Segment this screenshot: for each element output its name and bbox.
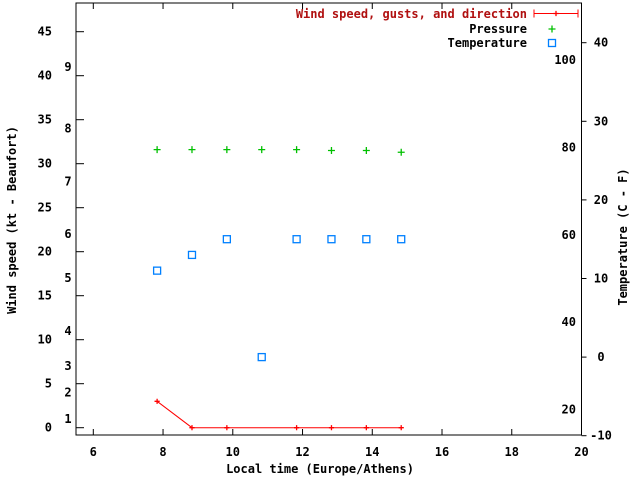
pressure-point [362,147,370,154]
legend-pressure-marker [548,25,556,33]
fahrenheit-label: 80 [562,141,576,155]
temperature-point [362,235,371,244]
legend-label-temperature: Temperature [447,36,527,50]
pressure-point [188,146,196,154]
wind-point [363,425,369,431]
kt-tick-label: 15 [38,289,52,303]
pressure-point [258,146,266,154]
beaufort-label: 1 [64,412,71,426]
celsius-tick-label: 40 [594,36,608,50]
fahrenheit-label: 100 [554,53,576,67]
legend-label-wind: Wind speed, gusts, and direction [295,7,527,21]
y-right-axis-title: Temperature (C - F) [616,168,630,306]
y-left-axis-title: Wind speed (kt - Beaufort) [5,126,19,314]
wind-point [224,425,230,431]
x-tick-label: 14 [365,445,379,459]
kt-tick-label: 45 [38,25,52,39]
kt-tick-label: 40 [38,69,52,83]
x-tick-label: 16 [435,445,449,459]
legend-label-pressure: Pressure [469,22,527,36]
wind-point [154,398,160,404]
pressure-point [153,146,161,154]
temperature-point [292,235,301,244]
x-tick-label: 12 [295,445,309,459]
beaufort-label: 9 [64,60,71,74]
temperature-point [327,235,336,244]
wind-series-line [156,400,402,429]
beaufort-label: 8 [64,122,71,136]
beaufort-label: 4 [64,324,71,338]
celsius-tick-label: 10 [594,272,608,286]
fahrenheit-label: 20 [562,403,576,417]
legend-temperature-marker [547,38,557,48]
celsius-tick-label: 0 [597,350,604,364]
x-axis-title: Local time (Europe/Athens) [226,462,414,476]
kt-tick-label: 25 [38,201,52,215]
temperature-point [152,266,162,275]
kt-tick-label: 20 [38,245,52,259]
celsius-tick-label: 20 [594,193,608,207]
beaufort-label: 5 [64,271,71,285]
legend-wind-marker [553,10,559,17]
pressure-point [293,146,301,154]
pressure-point [223,146,231,154]
fahrenheit-label: 40 [562,315,576,329]
plot-border [75,2,582,436]
x-tick-label: 18 [505,445,519,459]
x-tick-label: 20 [574,445,588,459]
temperature-point [257,352,266,362]
celsius-tick-label: 30 [594,114,608,128]
wind-point [294,425,300,431]
kt-tick-label: 0 [45,421,52,435]
kt-tick-label: 10 [38,333,52,347]
beaufort-label: 3 [64,359,71,373]
kt-tick-label: 30 [38,157,52,171]
beaufort-label: 6 [64,227,71,241]
beaufort-label: 2 [64,386,71,400]
temperature-point [397,235,406,244]
temperature-point [187,250,197,260]
wind-point [189,425,195,431]
pressure-point [327,147,335,154]
fahrenheit-label: 60 [562,228,576,242]
x-tick-label: 8 [159,445,166,459]
wind-point [398,425,404,431]
x-tick-label: 6 [90,445,97,459]
x-tick-label: 10 [226,445,240,459]
wind-point [328,425,335,431]
temperature-point [222,235,232,244]
celsius-tick-label: -10 [590,429,612,443]
kt-tick-label: 35 [38,113,52,127]
beaufort-label: 7 [64,174,71,188]
pressure-point [397,148,405,156]
kt-tick-label: 5 [45,377,52,391]
